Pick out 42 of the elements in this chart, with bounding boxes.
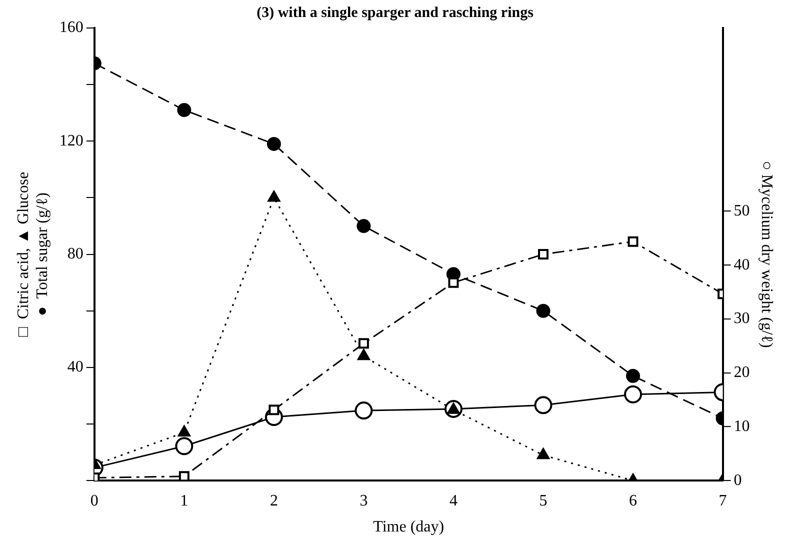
text: □ Citric acid, ▲ Glucose: [14, 172, 32, 337]
point: [538, 249, 548, 260]
x-tick-label: 3: [360, 492, 368, 510]
point: [175, 437, 194, 456]
point: [354, 402, 373, 420]
y2-tick-label: 10: [734, 418, 750, 435]
y2-tick-label: 50: [734, 202, 750, 220]
point: [177, 103, 192, 118]
chart-title: (3) with a single sparger and rasching rings: [256, 4, 534, 21]
point: [178, 471, 190, 481]
x-tick-label: 6: [629, 492, 638, 510]
point: [356, 219, 371, 234]
point: [626, 368, 640, 383]
y-tick-label: 160: [59, 19, 84, 36]
y2-tick-label: 0: [734, 472, 742, 489]
x-tick-label: 2: [270, 492, 278, 510]
point: [268, 190, 280, 202]
point: [178, 426, 190, 437]
y2-tick-label: 40: [734, 256, 750, 274]
point: [536, 304, 550, 318]
y2-tick-label: 20: [734, 364, 750, 382]
point: [628, 236, 638, 247]
point: [448, 277, 459, 288]
point: [268, 404, 280, 416]
x-tick-label: 4: [449, 492, 458, 510]
text: ● Total sugar (g/ℓ): [34, 192, 52, 316]
point: [266, 136, 281, 151]
x-tick-label: 7: [718, 492, 727, 510]
x-tick-label: 0: [90, 492, 98, 510]
y2-tick-label: 30: [734, 310, 750, 328]
point: [358, 349, 370, 360]
y-tick-label: 80: [67, 246, 84, 263]
x-axis-title: Time (day): [373, 518, 444, 536]
y-tick-label: 40: [67, 358, 84, 376]
y-tick-label: 120: [59, 132, 84, 150]
x-tick-label: 1: [180, 492, 188, 510]
point: [624, 385, 642, 404]
point: [537, 448, 550, 460]
x-tick-label: 5: [539, 492, 548, 510]
y2-axis-title: ○ Mycelium dry weight (g/ℓ): [758, 160, 776, 348]
point: [534, 396, 552, 414]
point: [358, 338, 369, 349]
